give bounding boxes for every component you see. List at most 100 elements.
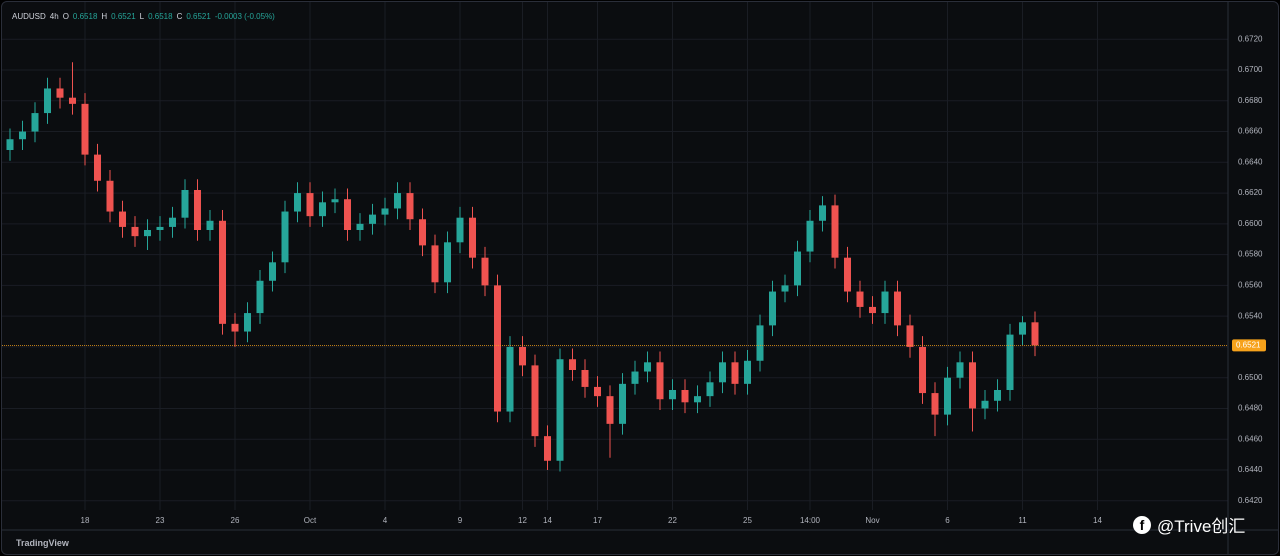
candle-body [231, 323, 239, 332]
candle-body [394, 193, 401, 209]
x-tick-label: 12 [518, 516, 527, 525]
candle-body [644, 362, 651, 372]
candle-body [106, 180, 114, 212]
candle-body [806, 220, 814, 252]
candle-body [631, 371, 639, 384]
candle-body [669, 390, 676, 400]
x-tick-label: 17 [593, 516, 602, 525]
symbol: AUDUSD [12, 12, 46, 21]
candle-body [356, 223, 364, 230]
candle-body [994, 390, 1001, 401]
legend-key: C [176, 12, 183, 21]
candle-body [6, 139, 14, 150]
candle-body [181, 190, 189, 218]
candle-body [419, 219, 426, 246]
candle-body [119, 211, 126, 227]
candle-body [256, 280, 264, 314]
candle-body [944, 377, 951, 415]
x-tick-label: Nov [865, 516, 879, 525]
candle-body [956, 362, 964, 378]
y-tick-label: 0.6500 [1238, 373, 1263, 382]
candle-body [294, 193, 301, 212]
candle-body [969, 362, 976, 409]
legend-value: 0.6521 [111, 12, 136, 21]
candle-body [156, 226, 164, 230]
y-tick-label: 0.6680 [1238, 96, 1263, 105]
candle-body [869, 306, 876, 314]
candle-body [694, 396, 701, 403]
candle-body [56, 88, 64, 98]
last-price-label: 0.6521 [1236, 340, 1261, 349]
candle-body [319, 202, 326, 217]
candle-body [681, 390, 689, 403]
x-tick-label: 26 [231, 516, 240, 525]
candle-body [1031, 322, 1039, 346]
y-tick-label: 0.6660 [1238, 127, 1263, 136]
candle-body [31, 113, 39, 132]
candle-body [556, 359, 564, 461]
candle-body [344, 199, 351, 230]
candle-body [469, 217, 476, 258]
candle-body [981, 400, 989, 409]
candle-body [194, 190, 201, 230]
candle-body [606, 396, 614, 424]
candle-body [656, 362, 664, 400]
logo[interactable]: TradingView [16, 538, 69, 548]
y-tick-label: 0.6720 [1238, 34, 1263, 43]
candle-body [494, 285, 501, 412]
legend-value: 0.6518 [148, 12, 173, 21]
candle-body [519, 346, 526, 366]
candle-body [444, 242, 451, 283]
candle-body [369, 214, 376, 224]
candle-body [406, 193, 414, 220]
candle-body [569, 359, 576, 370]
legend-key: O [62, 12, 69, 21]
candle-body [819, 205, 826, 221]
x-tick-label: 18 [81, 516, 90, 525]
candle-body [894, 291, 901, 326]
facebook-icon: f [1133, 515, 1151, 534]
legend-key: L [139, 12, 145, 21]
candle-body [219, 220, 226, 324]
legend-value: 0.6518 [72, 12, 98, 21]
y-tick-label: 0.6420 [1238, 496, 1263, 505]
candle-body [756, 325, 764, 361]
candle-body [1006, 334, 1014, 390]
x-tick-label: 14 [543, 516, 552, 525]
candle-body [931, 393, 939, 415]
candle-body [456, 217, 464, 243]
candle-body [44, 88, 51, 114]
x-tick-label: 22 [668, 516, 677, 525]
candle-body [581, 370, 589, 387]
interval: 4h [49, 12, 59, 21]
x-tick-label: 23 [156, 516, 165, 525]
candle-body [844, 257, 851, 292]
candle-body [781, 285, 789, 292]
candle-body [719, 362, 726, 383]
watermark: f @Trive创汇 [1133, 512, 1245, 537]
x-tick-label: 25 [743, 516, 752, 525]
candle-body [81, 103, 89, 155]
candle-body [306, 193, 314, 217]
candle-body [131, 226, 139, 237]
x-tick-label: 6 [945, 516, 950, 525]
ohlc-legend: AUDUSD 4h O 0.6518 H 0.6521 L 0.6518 C 0.6521 -0.… [12, 12, 275, 21]
candle-body [769, 291, 776, 326]
candle-body [544, 436, 551, 461]
candle-body [281, 211, 289, 263]
candle-body [706, 382, 714, 397]
y-tick-label: 0.6460 [1238, 434, 1263, 443]
candle-body [244, 313, 251, 332]
candle-body [206, 220, 214, 230]
candle-body [381, 208, 389, 215]
y-tick-label: 0.6700 [1238, 65, 1263, 74]
x-tick-label: 11 [1018, 516, 1027, 525]
candle-body [856, 291, 864, 307]
candle-body [744, 360, 751, 384]
y-tick-label: 0.6560 [1238, 280, 1263, 289]
candle-body [144, 230, 151, 237]
legend-change: -0.0003 (-0.05%) [214, 12, 275, 21]
y-tick-label: 0.6640 [1238, 157, 1263, 166]
legend-key: H [101, 12, 108, 21]
